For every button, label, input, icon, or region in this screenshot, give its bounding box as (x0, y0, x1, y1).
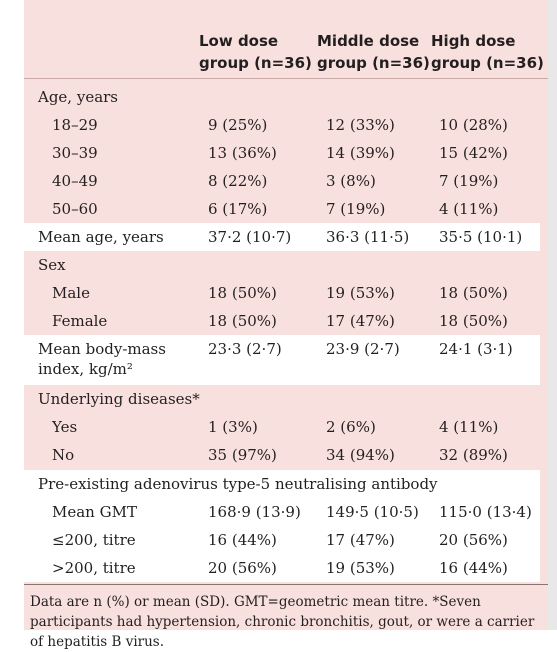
cell-middle-dose: 19 (53%) (326, 559, 395, 577)
cell-middle-dose: 36·3 (11·5) (326, 228, 410, 246)
cell-high-dose: 35·5 (10·1) (439, 228, 523, 246)
cell-low-dose: 1 (3%) (208, 418, 258, 436)
section-row (24, 251, 540, 279)
cell-high-dose: 4 (11%) (439, 200, 499, 218)
row-label: Female (52, 312, 108, 330)
cell-low-dose: 18 (50%) (208, 312, 277, 330)
row-label: Age, years (38, 88, 119, 106)
row-label: Pre-existing adenovirus type-5 neutralis… (38, 475, 438, 493)
cell-low-dose: 20 (56%) (208, 559, 277, 577)
cell-low-dose: 168·9 (13·9) (208, 503, 301, 521)
cell-high-dose: 16 (44%) (439, 559, 508, 577)
cell-high-dose: 115·0 (13·4) (439, 503, 532, 521)
cell-high-dose: 24·1 (3·1) (439, 340, 513, 358)
cell-low-dose: 9 (25%) (208, 116, 268, 134)
table-row (24, 526, 540, 554)
row-label: Mean GMT (52, 503, 137, 521)
cell-low-dose: 6 (17%) (208, 200, 268, 218)
row-label: 40–49 (52, 172, 98, 190)
footer-rule (24, 584, 548, 585)
header-rule (24, 78, 548, 79)
row-label: 30–39 (52, 144, 98, 162)
row-label: Mean age, years (38, 228, 164, 246)
cell-middle-dose: 14 (39%) (326, 144, 395, 162)
cell-middle-dose: 2 (6%) (326, 418, 376, 436)
cell-low-dose: 23·3 (2·7) (208, 340, 282, 358)
table-row (24, 498, 540, 526)
table-row (24, 335, 540, 385)
table-row (24, 223, 540, 251)
cell-low-dose: 16 (44%) (208, 531, 277, 549)
row-label: 50–60 (52, 200, 98, 218)
cell-middle-dose: 19 (53%) (326, 284, 395, 302)
cell-low-dose: 13 (36%) (208, 144, 277, 162)
header-low-dose: Low dose group (n=36) (199, 32, 312, 72)
cell-high-dose: 15 (42%) (439, 144, 508, 162)
cell-high-dose: 32 (89%) (439, 446, 508, 464)
row-label: Yes (52, 418, 78, 436)
cell-low-dose: 35 (97%) (208, 446, 277, 464)
section-row (24, 470, 540, 498)
row-label: >200, titre (52, 559, 136, 577)
cell-high-dose: 4 (11%) (439, 418, 499, 436)
cell-high-dose: 18 (50%) (439, 284, 508, 302)
cell-middle-dose: 12 (33%) (326, 116, 395, 134)
cell-middle-dose: 17 (47%) (326, 312, 395, 330)
cell-high-dose: 7 (19%) (439, 172, 499, 190)
cell-high-dose: 20 (56%) (439, 531, 508, 549)
cell-middle-dose: 17 (47%) (326, 531, 395, 549)
row-label: Sex (38, 256, 66, 274)
row-label: Mean body-mass (38, 340, 166, 358)
row-label: No (52, 446, 75, 464)
cell-high-dose: 10 (28%) (439, 116, 508, 134)
row-label: ≤200, titre (52, 531, 136, 549)
cell-low-dose: 37·2 (10·7) (208, 228, 292, 246)
row-label: Male (52, 284, 90, 302)
row-label: Underlying diseases* (38, 390, 200, 408)
table-footnote: Data are n (%) or mean (SD). GMT=geometr… (30, 594, 535, 650)
cell-middle-dose: 149·5 (10·5) (326, 503, 419, 521)
cell-middle-dose: 34 (94%) (326, 446, 395, 464)
right-edge-strip (548, 0, 557, 630)
table-row (24, 554, 540, 582)
cell-middle-dose: 7 (19%) (326, 200, 386, 218)
header-middle-dose: Middle dose group (n=36) (317, 32, 430, 72)
cell-low-dose: 8 (22%) (208, 172, 268, 190)
row-label: 18–29 (52, 116, 98, 134)
row-label-line2: index, kg/m² (38, 360, 133, 378)
cell-middle-dose: 3 (8%) (326, 172, 376, 190)
cell-high-dose: 18 (50%) (439, 312, 508, 330)
header-high-dose: High dose group (n=36) (431, 32, 544, 72)
cell-low-dose: 18 (50%) (208, 284, 277, 302)
cell-middle-dose: 23·9 (2·7) (326, 340, 400, 358)
